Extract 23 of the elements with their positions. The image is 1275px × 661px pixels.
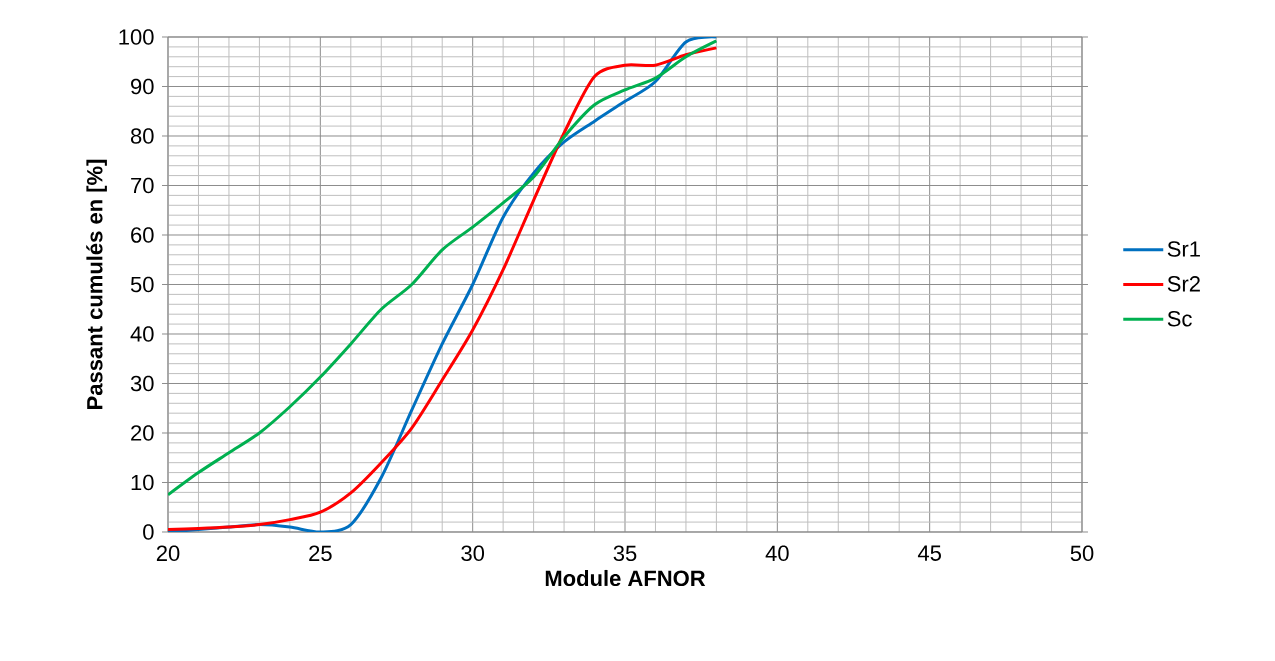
y-axis-title: Passant cumulés en [%] [86, 159, 107, 409]
legend-label: Sr1 [1167, 241, 1200, 257]
y-tick-label: 90 [131, 78, 154, 95]
x-tick-label: 45 [917, 545, 941, 561]
legend-label: Sc [1167, 310, 1192, 327]
y-tick-label: 100 [119, 29, 154, 45]
x-tick-label: 20 [156, 545, 180, 562]
y-tick-label: 80 [130, 128, 154, 144]
x-tick-label: 30 [461, 545, 485, 562]
y-tick-label: 0 [143, 524, 154, 540]
x-tick-label: 40 [765, 545, 789, 562]
x-tick-label: 25 [309, 545, 332, 562]
y-tick-label: 40 [130, 326, 154, 342]
x-tick-label: 50 [1070, 545, 1094, 562]
y-tick-label: 50 [130, 276, 154, 293]
y-tick-label: 30 [130, 375, 154, 392]
y-tick-label: 70 [131, 177, 154, 194]
y-tick-label: 10 [131, 474, 154, 491]
legend-label: Sr2 [1167, 276, 1200, 292]
y-tick-label: 20 [131, 425, 154, 441]
x-axis-title: Module AFNOR [545, 569, 706, 587]
x-tick-label: 35 [613, 545, 637, 562]
y-tick-label: 60 [131, 227, 154, 243]
